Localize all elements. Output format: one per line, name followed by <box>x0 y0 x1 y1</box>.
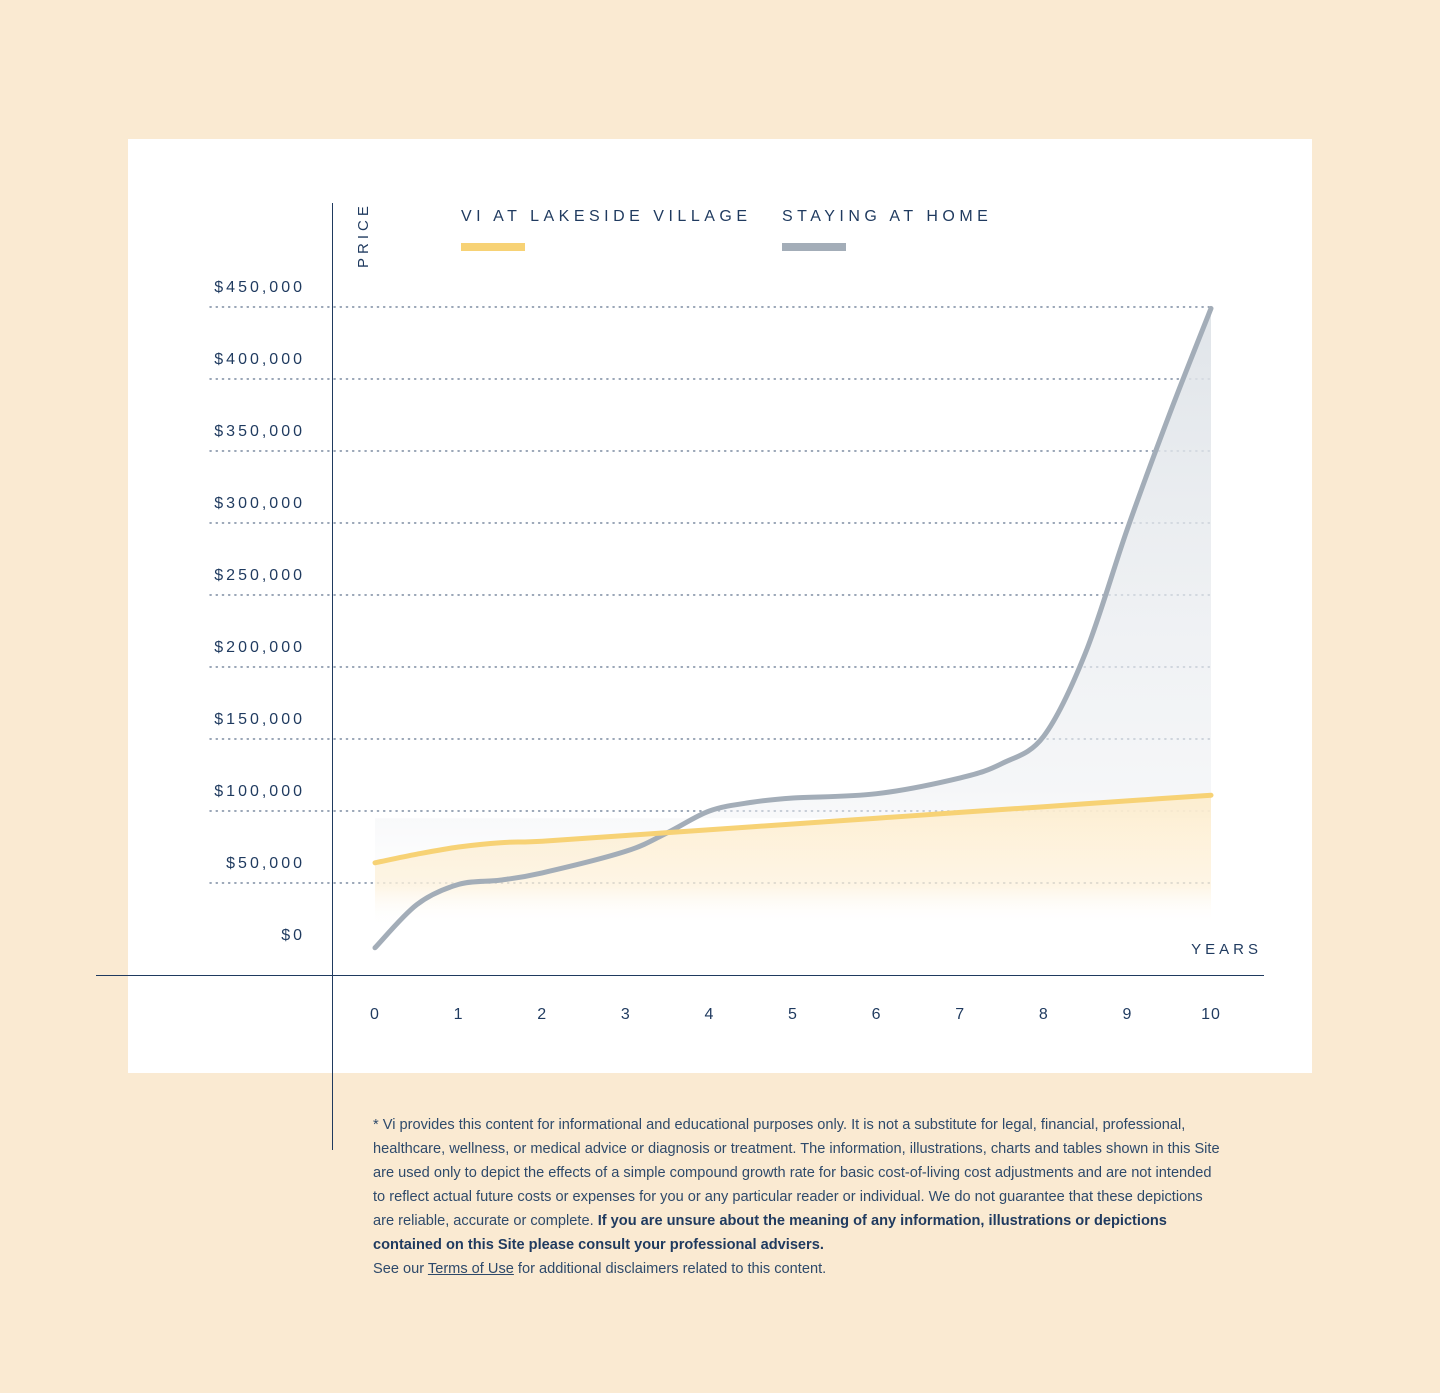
series-areas <box>375 308 1211 948</box>
x-tick-label: 9 <box>1122 1006 1132 1023</box>
y-tick-label: $150,000 <box>214 711 305 728</box>
terms-of-use-link[interactable]: Terms of Use <box>427 1261 514 1277</box>
legend-item-vi: VI AT LAKESIDE VILLAGE <box>461 208 752 251</box>
terms-line: See our Terms of Use for additional disc… <box>373 1257 1223 1281</box>
area-staying-at-home <box>375 308 1211 948</box>
x-tick-label: 2 <box>537 1006 547 1023</box>
y-tick-labels: $0 $50,000 $100,000 $150,000 $200,000 $250,00… <box>214 279 305 944</box>
series-lines <box>372 305 1214 951</box>
disclaimer-paragraph: * Vi provides this content for informati… <box>373 1113 1223 1257</box>
x-tick-label: 10 <box>1201 1006 1221 1023</box>
x-tick-label: 1 <box>454 1006 464 1023</box>
disclaimer: * Vi provides this content for informati… <box>373 1113 1223 1281</box>
y-tick-label: $350,000 <box>214 423 305 440</box>
y-tick-label: $50,000 <box>226 855 305 872</box>
legend-label-home: STAYING AT HOME <box>782 208 992 225</box>
terms-prefix: See our <box>373 1261 428 1277</box>
line-vi-at-lakeside-village <box>372 792 1214 866</box>
disclaimer-text: * Vi provides this content for informati… <box>373 1117 1220 1229</box>
x-axis-label: YEARS <box>1191 941 1262 958</box>
terms-suffix: for additional disclaimers related to th… <box>513 1261 827 1277</box>
y-tick-label: $400,000 <box>214 351 305 368</box>
legend-swatch-vi <box>461 243 525 251</box>
y-tick-label: $450,000 <box>214 279 305 296</box>
x-tick-labels: 0 1 2 3 4 5 6 7 8 9 10 <box>370 1006 1221 1023</box>
legend-item-home: STAYING AT HOME <box>782 208 992 251</box>
x-tick-label: 0 <box>370 1006 380 1023</box>
legend-swatch-home <box>782 243 846 251</box>
x-tick-label: 3 <box>621 1006 631 1023</box>
legend: VI AT LAKESIDE VILLAGE STAYING AT HOME <box>461 208 992 251</box>
disclaimer-bold: If you are unsure about the meaning of a… <box>373 1213 1167 1253</box>
y-tick-label: $100,000 <box>214 783 305 800</box>
y-axis-label: PRICE <box>355 202 372 268</box>
y-tick-label: $300,000 <box>214 495 305 512</box>
x-tick-label: 8 <box>1039 1006 1049 1023</box>
legend-label-vi: VI AT LAKESIDE VILLAGE <box>461 208 752 225</box>
y-tick-label: $0 <box>281 927 305 944</box>
area-vi-at-lakeside-village <box>375 795 1211 925</box>
x-tick-label: 7 <box>955 1006 965 1023</box>
x-tick-label: 5 <box>788 1006 798 1023</box>
y-tick-label: $200,000 <box>214 639 305 656</box>
x-tick-label: 4 <box>704 1006 714 1023</box>
x-tick-label: 6 <box>872 1006 882 1023</box>
y-tick-label: $250,000 <box>214 567 305 584</box>
line-staying-at-home <box>372 305 1214 951</box>
